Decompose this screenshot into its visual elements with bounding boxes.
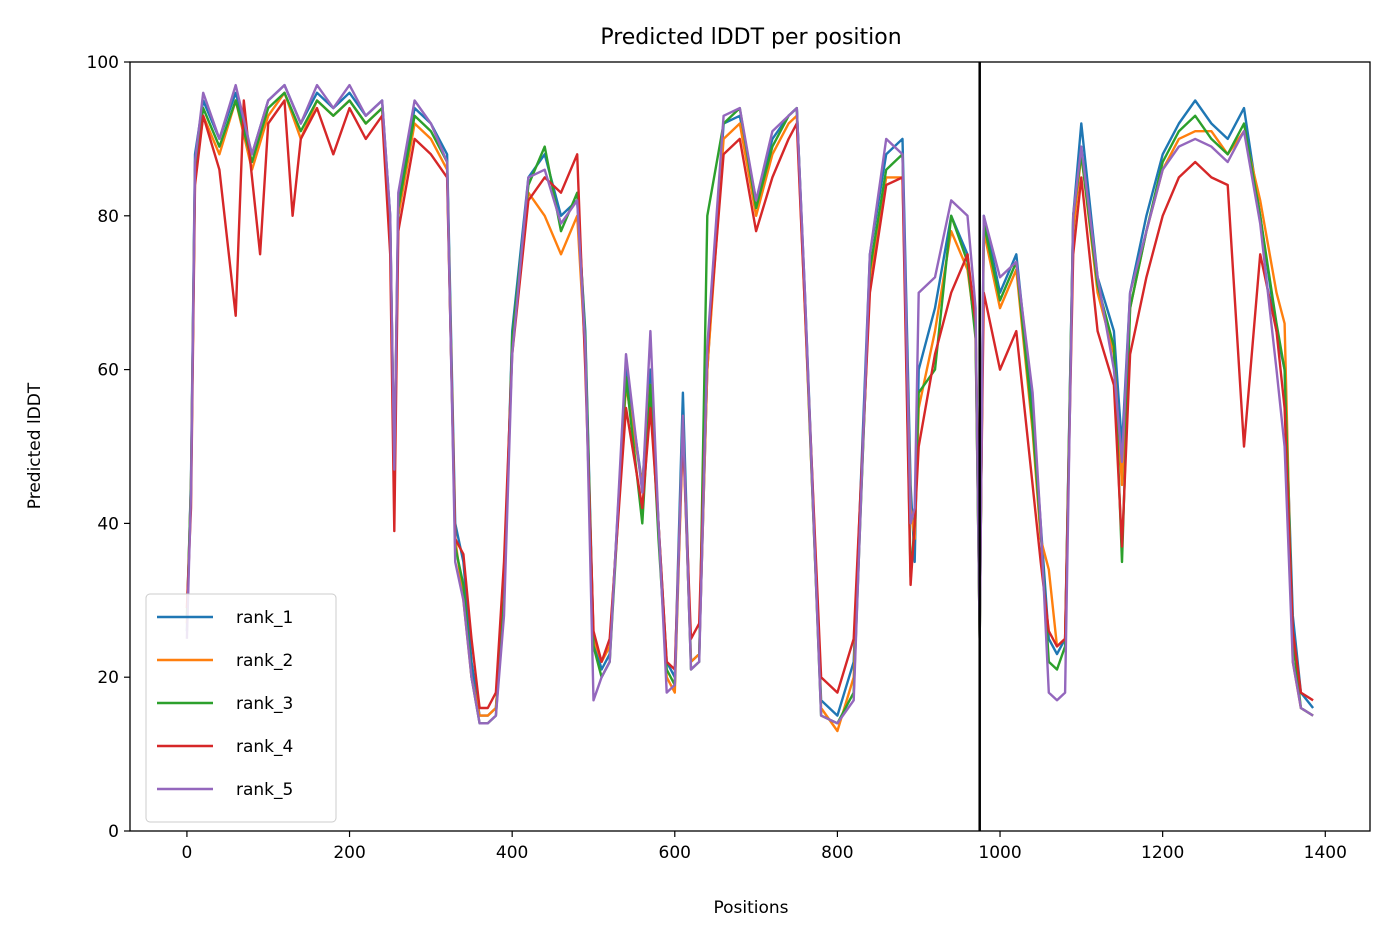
x-tick-label: 800 [821,843,853,863]
legend-label-rank-5: rank_5 [236,780,293,800]
legend: rank_1 rank_2 rank_3 rank_4 rank_5 [145,593,337,823]
legend-box [145,593,337,823]
legend-items: rank_1 rank_2 rank_3 rank_4 rank_5 [157,608,293,800]
y-tick-label: 20 [97,668,119,688]
series-line-rank-5 [185,83,1314,725]
x-tick-label: 400 [496,843,528,863]
y-axis-ticks: 0 20 40 60 80 100 [87,53,130,842]
legend-label-rank-3: rank_3 [236,694,293,714]
y-tick-label: 0 [108,822,119,842]
legend-label-rank-1: rank_1 [236,608,293,628]
plot-frame [129,61,1371,832]
x-tick-label: 0 [182,843,193,863]
legend-label-rank-2: rank_2 [236,651,293,671]
y-tick-label: 100 [87,53,119,73]
y-axis-label: Predicted lDDT [25,382,45,509]
x-axis-ticks: 0 200 400 600 800 1000 1200 1400 [182,831,1347,863]
x-axis-label: Positions [713,898,788,918]
y-tick-label: 60 [97,361,119,381]
x-tick-label: 1000 [978,843,1021,863]
x-tick-label: 1200 [1141,843,1184,863]
x-tick-label: 600 [659,843,691,863]
series-layer [185,83,1315,733]
x-tick-label: 1400 [1304,843,1347,863]
x-tick-label: 200 [333,843,365,863]
y-tick-label: 40 [97,514,119,534]
chart-title: Predicted lDDT per position [600,25,901,50]
legend-label-rank-4: rank_4 [236,737,293,757]
y-tick-label: 80 [97,207,119,227]
